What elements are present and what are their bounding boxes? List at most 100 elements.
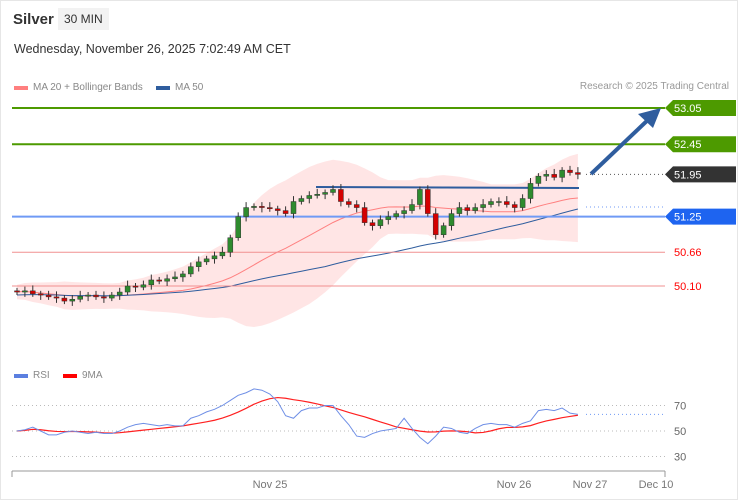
candle (77, 296, 83, 300)
level-tag (665, 208, 736, 225)
timeframe-badge[interactable]: 30 MIN (58, 8, 109, 30)
candle (164, 278, 170, 282)
ma9-label: 9MA (82, 370, 103, 381)
candle (527, 183, 534, 199)
candle (472, 207, 478, 211)
candle (69, 299, 76, 302)
candle (243, 207, 249, 217)
candle (101, 296, 107, 299)
x-tick-label: Nov 27 (573, 479, 608, 491)
candle (385, 216, 392, 220)
legend-9ma: 9MA (63, 370, 103, 381)
candle (116, 291, 123, 296)
candle (37, 293, 44, 296)
level-label: 53.05 (674, 103, 702, 115)
x-tick-label: Nov 26 (497, 479, 532, 491)
rsi-line (16, 388, 578, 445)
candle (109, 294, 115, 299)
candle (511, 204, 518, 208)
candle (504, 201, 510, 205)
legend-ma20: MA 20 + Bollinger Bands (14, 82, 143, 93)
candle (180, 273, 186, 278)
credit: Research © 2025 Trading Central (579, 81, 729, 92)
level-label: 52.45 (674, 139, 702, 151)
level-tag (665, 136, 736, 153)
candle (338, 189, 344, 202)
candle (282, 210, 289, 214)
candle (45, 294, 52, 298)
candle (14, 290, 20, 293)
candle (432, 213, 439, 235)
candle (417, 189, 423, 205)
candle (346, 201, 352, 205)
ma50-swatch (156, 85, 170, 90)
level-label: 50.10 (674, 281, 702, 293)
candle (290, 201, 297, 214)
ma50-label: MA 50 (175, 82, 204, 93)
candle (195, 261, 202, 267)
candle (575, 172, 581, 175)
forecast-arrow (589, 115, 653, 176)
candle (140, 284, 147, 288)
legend-rsi: RSI (14, 370, 50, 381)
rsi-9ma-line (16, 396, 578, 434)
candle (496, 201, 502, 203)
instrument-title: Silver (13, 11, 54, 28)
candle (124, 285, 131, 293)
rsi-tick-label: 30 (674, 452, 686, 464)
candle (480, 204, 486, 208)
x-tick-label: Dec 10 (639, 479, 674, 491)
candle (551, 174, 557, 178)
candle (519, 198, 526, 208)
candle (132, 285, 139, 288)
candle (448, 213, 455, 226)
x-tick-label: Nov 25 (253, 479, 288, 491)
candle (203, 258, 210, 263)
candle (535, 175, 542, 184)
candle (251, 206, 257, 208)
rsi-label: RSI (33, 370, 50, 381)
candle (401, 210, 407, 214)
datetime: Wednesday, November 26, 2025 7:02:49 AM … (14, 42, 291, 56)
level-tag (665, 100, 736, 116)
candle (227, 237, 234, 253)
candle (322, 192, 328, 195)
candle (456, 207, 463, 214)
candle (188, 266, 194, 275)
legend-ma50: MA 50 (156, 82, 203, 93)
level-label: 51.95 (674, 169, 702, 181)
candle (409, 204, 415, 211)
candle (172, 276, 178, 280)
candle (464, 207, 471, 211)
candle (559, 169, 565, 178)
candle (53, 296, 60, 299)
ma20-label: MA 20 + Bollinger Bands (33, 82, 143, 93)
candle (274, 208, 281, 211)
candle (369, 222, 376, 226)
candle (440, 225, 447, 235)
rsi-tick-label: 70 (674, 401, 686, 413)
candle (259, 206, 265, 208)
candle (211, 255, 218, 260)
candle (543, 174, 550, 177)
candle (148, 279, 155, 286)
candle (377, 219, 384, 226)
candle (393, 213, 399, 217)
candle (235, 216, 241, 238)
rsi-tick-label: 50 (674, 426, 686, 438)
candle (61, 297, 68, 302)
candle (85, 294, 91, 297)
forecast-arrowhead (638, 108, 661, 128)
candle (156, 279, 162, 282)
candle (567, 169, 573, 173)
candle (353, 204, 360, 208)
bollinger-band (17, 153, 578, 328)
candle (22, 290, 28, 293)
candle (30, 290, 36, 295)
resistance-trendline (315, 186, 580, 189)
level-label: 51.25 (674, 212, 702, 224)
level-label: 50.66 (674, 247, 702, 259)
candle (93, 294, 99, 298)
